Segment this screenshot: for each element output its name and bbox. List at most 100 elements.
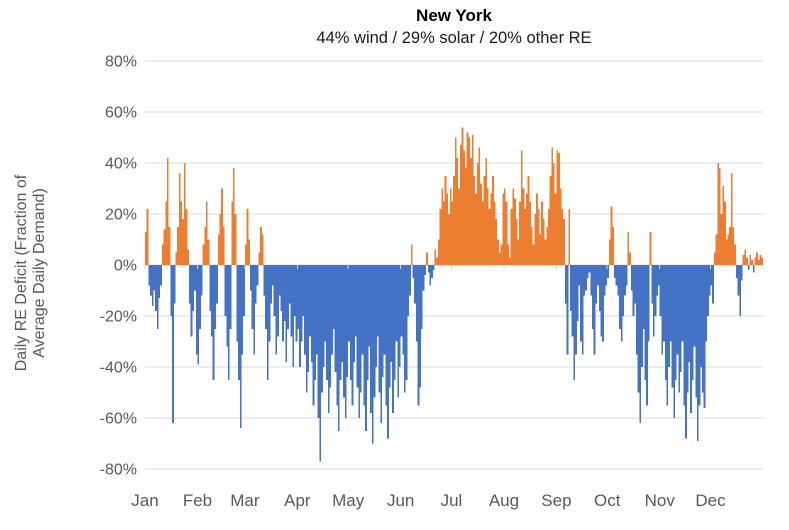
surplus-bar xyxy=(671,265,674,388)
surplus-bar xyxy=(158,265,161,299)
deficit-bar xyxy=(515,219,518,265)
deficit-bar xyxy=(610,206,613,265)
surplus-bar xyxy=(634,265,637,304)
deficit-bar xyxy=(544,239,547,265)
deficit-bar xyxy=(454,137,457,265)
deficit-bar xyxy=(234,214,237,265)
surplus-bar xyxy=(576,265,579,322)
surplus-bar xyxy=(316,265,318,355)
deficit-bar xyxy=(456,157,459,265)
deficit-bar xyxy=(465,168,467,265)
surplus-bar xyxy=(275,265,278,355)
deficit-bar xyxy=(231,201,234,265)
deficit-bar xyxy=(629,252,631,265)
surplus-bar xyxy=(173,265,176,304)
surplus-bar xyxy=(348,265,350,342)
deficit-bar xyxy=(554,193,557,265)
deficit-bar xyxy=(713,252,716,265)
deficit-bar xyxy=(534,214,537,265)
surplus-bar xyxy=(256,265,259,286)
surplus-bar xyxy=(569,265,572,311)
deficit-bar xyxy=(757,259,760,265)
deficit-bar xyxy=(512,188,515,265)
surplus-bar xyxy=(255,265,257,304)
surplus-bar xyxy=(321,265,323,393)
surplus-bar xyxy=(617,265,620,296)
surplus-bar xyxy=(307,265,310,373)
surplus-bar xyxy=(698,265,701,406)
month-label: Jul xyxy=(441,491,463,510)
deficit-bar xyxy=(475,193,477,265)
surplus-bar xyxy=(700,265,703,367)
surplus-bar xyxy=(678,265,681,393)
y-axis-tick-labels: 80% 60% 40% 20% 0% -20% -40% -60% -80% xyxy=(100,54,137,479)
deficit-bar xyxy=(754,257,757,265)
surplus-bar xyxy=(172,265,174,424)
x-axis-ticks xyxy=(144,265,764,269)
surplus-bar xyxy=(189,265,191,304)
surplus-bar xyxy=(383,265,386,355)
surplus-bar xyxy=(336,265,339,406)
surplus-bar xyxy=(388,265,391,388)
surplus-bar xyxy=(368,265,371,347)
deficit-bar xyxy=(470,157,472,265)
surplus-bar xyxy=(414,265,416,304)
surplus-bar xyxy=(735,265,738,278)
surplus-bar xyxy=(397,265,399,398)
surplus-bar xyxy=(341,265,344,362)
surplus-bar xyxy=(705,265,708,342)
deficit-bar xyxy=(549,175,552,265)
month-label: Mar xyxy=(230,491,260,510)
surplus-bar xyxy=(153,265,156,291)
surplus-bar xyxy=(639,265,642,424)
deficit-bar xyxy=(219,214,222,265)
deficit-bar xyxy=(536,193,538,265)
y-axis-title: Daily RE Deficit (Fraction of Average Da… xyxy=(13,63,53,483)
surplus-bar xyxy=(371,265,374,444)
surplus-bar xyxy=(707,265,709,316)
surplus-bar xyxy=(253,265,256,355)
surplus-bar xyxy=(600,265,603,337)
surplus-bar xyxy=(636,265,638,355)
surplus-bar xyxy=(393,265,396,380)
surplus-bar xyxy=(658,265,660,286)
deficit-bar xyxy=(720,214,723,265)
surplus-bar xyxy=(583,265,586,296)
deficit-bar xyxy=(495,219,498,265)
surplus-bar xyxy=(402,265,405,355)
surplus-bar xyxy=(324,265,327,342)
surplus-bar xyxy=(238,265,240,380)
deficit-bar xyxy=(448,214,450,265)
surplus-bar xyxy=(239,265,242,429)
surplus-bar xyxy=(292,265,294,367)
surplus-bar xyxy=(392,265,394,413)
deficit-bar xyxy=(461,127,464,265)
deficit-bar xyxy=(168,226,171,265)
surplus-bar xyxy=(227,265,230,380)
surplus-bar xyxy=(339,265,342,380)
deficit-bar xyxy=(222,226,225,265)
surplus-bar xyxy=(212,265,215,380)
deficit-bar xyxy=(500,244,503,265)
surplus-bar xyxy=(322,265,325,367)
deficit-bar xyxy=(207,239,210,265)
deficit-bar xyxy=(542,219,545,265)
surplus-bar xyxy=(652,265,655,337)
surplus-bar xyxy=(625,265,628,286)
surplus-bar xyxy=(566,265,569,355)
surplus-bar xyxy=(752,265,755,273)
month-label: Sep xyxy=(541,491,571,510)
deficit-bar xyxy=(260,226,262,265)
deficit-bar xyxy=(759,254,762,265)
surplus-bar xyxy=(273,265,276,316)
surplus-bar xyxy=(669,265,672,342)
surplus-bar xyxy=(346,265,349,378)
deficit-bar xyxy=(627,231,630,265)
surplus-bar xyxy=(668,265,670,367)
deficit-bar xyxy=(177,226,179,265)
surplus-bar xyxy=(312,265,315,406)
surplus-bar xyxy=(236,265,239,342)
deficit-bar xyxy=(734,244,736,265)
surplus-bar xyxy=(150,265,152,296)
